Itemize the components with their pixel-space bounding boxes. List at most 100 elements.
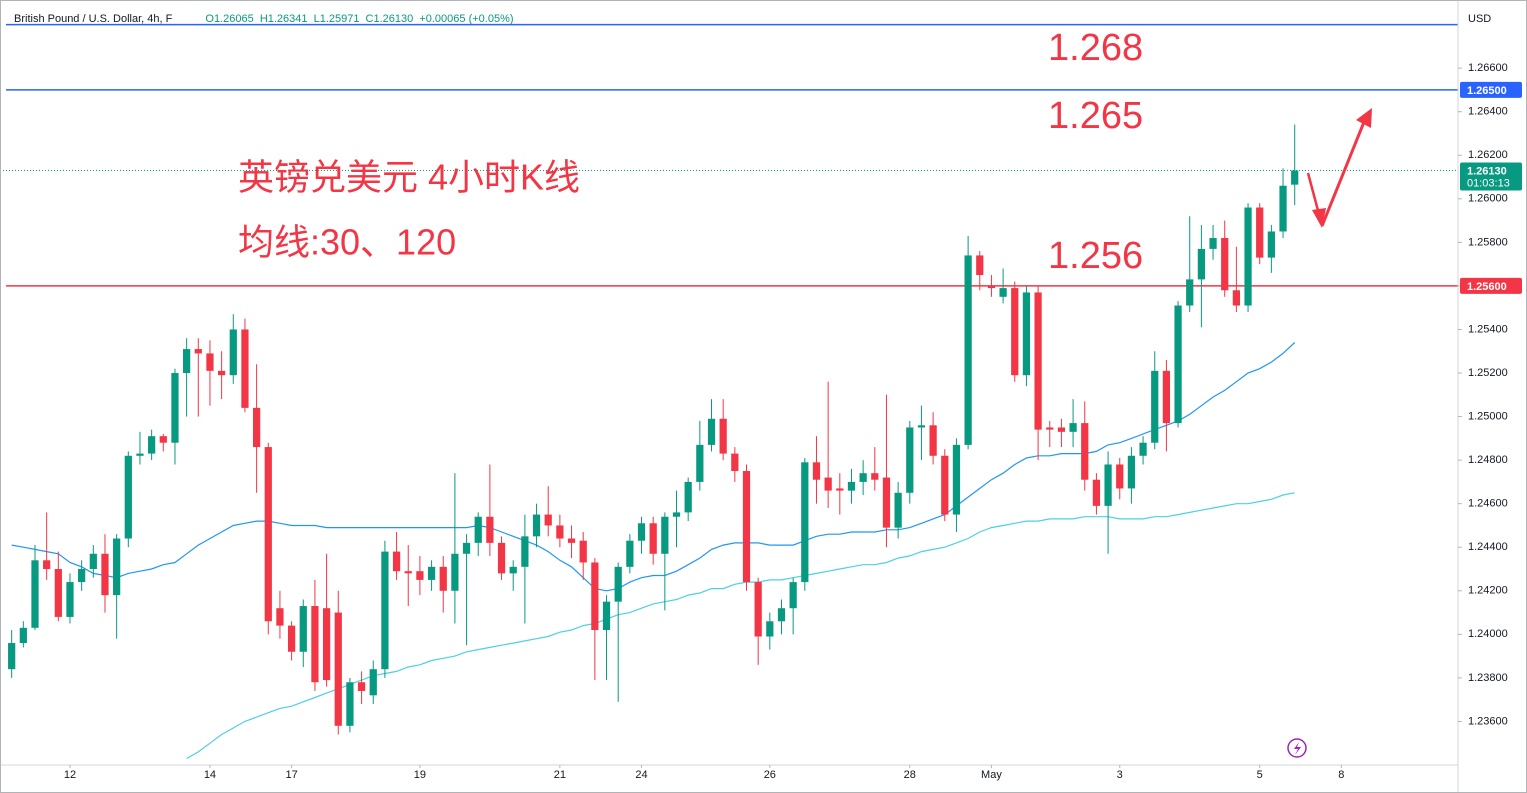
x-tick-label: 14 (204, 769, 216, 781)
candle-body (836, 488, 844, 491)
candle-body (1127, 455, 1136, 489)
candle-body (322, 608, 331, 681)
price-badge-label: 1.25600 (1467, 281, 1507, 293)
candle-body (742, 471, 751, 583)
plot-area (0, 23, 1458, 760)
x-tick-label: 19 (414, 769, 426, 781)
candle-body (929, 425, 937, 456)
last-price-badge (1460, 162, 1522, 191)
last-price-label: 1.26130 (1467, 165, 1507, 177)
candle-body (1151, 370, 1159, 443)
candle-body (1057, 427, 1066, 432)
candle-body (276, 608, 284, 626)
candle-body (754, 582, 762, 637)
candle-body (194, 349, 202, 354)
candle-body (1279, 185, 1287, 232)
x-tick-label: May (981, 769, 1002, 781)
y-tick-label: 1.23800 (1468, 672, 1508, 684)
candle-body (824, 477, 832, 491)
alert-icon[interactable] (1287, 738, 1307, 758)
candle-body (439, 566, 447, 591)
countdown-label: 01:03:13 (1467, 177, 1510, 189)
axes: 1.23600 1.23800 1.24000 1.24200 1.24400 1.246… (64, 62, 1522, 781)
candle-body (1186, 279, 1194, 306)
candle-body (1291, 170, 1299, 185)
symbol: British Pound / U.S. Dollar, 4h, F (14, 13, 173, 25)
candle-body (113, 538, 121, 596)
candle-body (136, 453, 144, 456)
y-tick-label: 1.24200 (1468, 585, 1508, 597)
candle-body (696, 444, 704, 482)
candle-body (148, 436, 156, 454)
candle-body (124, 455, 132, 539)
candle-body (871, 473, 879, 480)
candle-body (1116, 464, 1124, 489)
level-annotation: 1.265 (1048, 95, 1143, 137)
candle-body (614, 566, 622, 602)
candle-body (999, 288, 1007, 297)
candle-body (649, 523, 657, 554)
candle-body (416, 571, 424, 580)
candle-body (43, 560, 51, 570)
candle-body (1104, 464, 1112, 506)
candle-body (521, 536, 529, 567)
candle-body (1267, 231, 1275, 258)
candle-body (346, 682, 354, 726)
candle-body (392, 551, 401, 572)
candle-body (1244, 207, 1252, 306)
candle-body (859, 473, 867, 482)
candle-body (89, 553, 97, 570)
candle-body (206, 353, 214, 371)
ohlc-high: H1.26341 (260, 13, 308, 25)
y-tick-label: 1.25200 (1468, 367, 1508, 379)
candle-body (1011, 288, 1019, 376)
candle-body (1232, 290, 1240, 306)
x-tick-label: 28 (904, 769, 916, 781)
legend: British Pound / U.S. Dollar, 4h, F O1.26… (14, 13, 514, 25)
candle-body (171, 373, 179, 443)
price-badge (1460, 277, 1522, 294)
x-tick-label: 3 (1117, 769, 1123, 781)
candle-body (159, 436, 167, 443)
candle-body (707, 418, 716, 445)
y-tick-label: 1.25400 (1468, 323, 1508, 335)
price-badge-label: 1.26500 (1467, 85, 1507, 97)
candle-body (894, 492, 902, 528)
candle-body (1197, 248, 1206, 280)
candle-body (241, 329, 249, 408)
candle-body (579, 540, 587, 563)
candle-body (8, 643, 16, 670)
y-tick-label: 1.25000 (1468, 410, 1508, 422)
candle-body (369, 669, 377, 696)
candle-body (1256, 207, 1264, 258)
candle-body (602, 601, 611, 630)
candle-body (311, 606, 319, 683)
x-tick-label: 17 (285, 769, 297, 781)
candle-body (334, 612, 342, 726)
y-tick-label: 1.25800 (1468, 236, 1508, 248)
candle-body (789, 582, 797, 609)
candle-body (486, 516, 494, 543)
candle-body (19, 627, 27, 644)
candle-body (78, 569, 86, 583)
candle-body (917, 425, 926, 428)
candle-body (509, 566, 517, 574)
candle-body (497, 542, 506, 574)
candle-body (731, 453, 739, 472)
candle-body (66, 582, 74, 617)
ohlc-open: O1.26065 (205, 13, 253, 25)
candle-body (1221, 238, 1229, 291)
y-tick-label: 1.26400 (1468, 106, 1508, 118)
candle-body (1034, 292, 1042, 430)
candle-body (1139, 442, 1147, 456)
candle-body (31, 560, 39, 628)
candle-body (626, 540, 634, 567)
candle-body (427, 566, 436, 580)
title-annotation: 英镑兑美元 4小时K线 (238, 157, 580, 198)
candle-body (264, 447, 272, 622)
candle-body (987, 285, 996, 289)
candle-body (1174, 305, 1182, 424)
ohlc-low: L1.25971 (314, 13, 360, 25)
y-tick-label: 1.24800 (1468, 454, 1508, 466)
